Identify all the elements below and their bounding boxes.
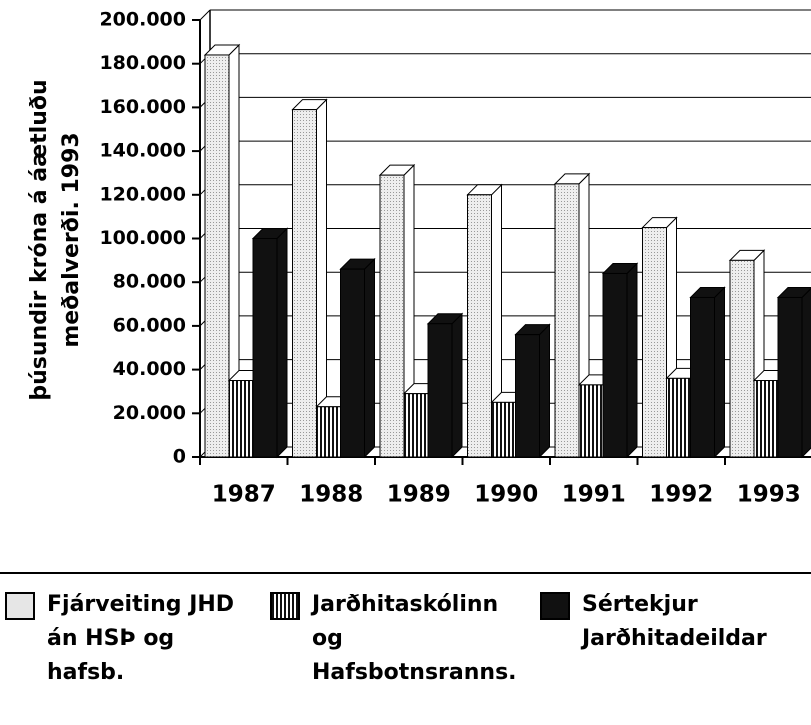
bar	[690, 296, 715, 458]
bar	[777, 296, 803, 458]
x-tick-label: 1991	[562, 482, 626, 508]
y-tick-label: 80.000	[113, 271, 186, 293]
bar	[340, 268, 365, 458]
bar-side	[714, 286, 725, 459]
x-tick-label: 1990	[474, 482, 538, 508]
y-tick-label: 100.000	[99, 227, 186, 249]
bar-side	[626, 262, 638, 459]
legend-swatch	[270, 592, 300, 620]
bar-side	[364, 257, 375, 459]
bar	[427, 323, 453, 458]
bar-side	[801, 287, 811, 459]
y-tick-label: 40.000	[113, 358, 186, 380]
y-tick-label: 160.000	[99, 96, 186, 118]
legend-label: Jarðhitaskólinn og Hafsbotnsranns.	[312, 592, 517, 685]
legend-item: Sértekjur Jarðhitadeildar	[540, 592, 782, 656]
bar	[403, 393, 429, 458]
bar	[515, 334, 540, 458]
bar	[554, 183, 580, 458]
legend: Fjárveiting JHD án HSÞ og hafsb. Jarðhita…	[0, 572, 811, 725]
bar	[316, 406, 341, 458]
x-tick-label: 1989	[387, 482, 451, 508]
bar	[753, 380, 779, 458]
bar	[642, 227, 667, 458]
bar	[578, 384, 604, 458]
x-tick-label: 1992	[649, 482, 713, 508]
legend-item: Fjárveiting JHD án HSÞ og hafsb.	[5, 592, 247, 690]
y-tick-label: 200.000	[99, 9, 186, 31]
chart: þúsundir króna á áætluðu meðalverði. 199…	[27, 9, 811, 508]
bar	[228, 380, 254, 458]
bar	[379, 174, 405, 458]
bar	[666, 377, 691, 458]
y-tick-label: 120.000	[99, 183, 186, 205]
bar	[292, 109, 317, 458]
legend-swatch	[5, 592, 35, 620]
y-axis-label: meðalverði. 1993	[59, 132, 84, 347]
legend-label: Sértekjur Jarðhitadeildar	[582, 592, 767, 651]
x-tick-label: 1987	[212, 482, 276, 508]
grid-line	[199, 9, 211, 21]
y-tick-label: 60.000	[113, 314, 186, 336]
bar	[204, 54, 230, 458]
bar-side	[451, 312, 463, 459]
legend-item: Jarðhitaskólinn og Hafsbotnsranns.	[270, 592, 517, 690]
bar	[252, 238, 278, 458]
y-axis-label: þúsundir króna á áætluðu	[27, 79, 52, 400]
y-tick-label: 140.000	[99, 140, 186, 162]
bar-side	[539, 323, 550, 459]
bar	[729, 259, 755, 458]
bar	[602, 272, 628, 458]
y-tick-label: 0	[173, 446, 186, 468]
bar	[467, 194, 492, 458]
legend-swatch	[540, 592, 570, 620]
bar-side	[276, 227, 288, 459]
bar	[491, 401, 516, 458]
x-tick-label: 1988	[299, 482, 363, 508]
legend-label: Fjárveiting JHD án HSÞ og hafsb.	[47, 592, 235, 685]
y-tick-label: 20.000	[113, 402, 186, 424]
y-tick-label: 180.000	[99, 52, 186, 74]
x-tick-label: 1993	[737, 482, 801, 508]
